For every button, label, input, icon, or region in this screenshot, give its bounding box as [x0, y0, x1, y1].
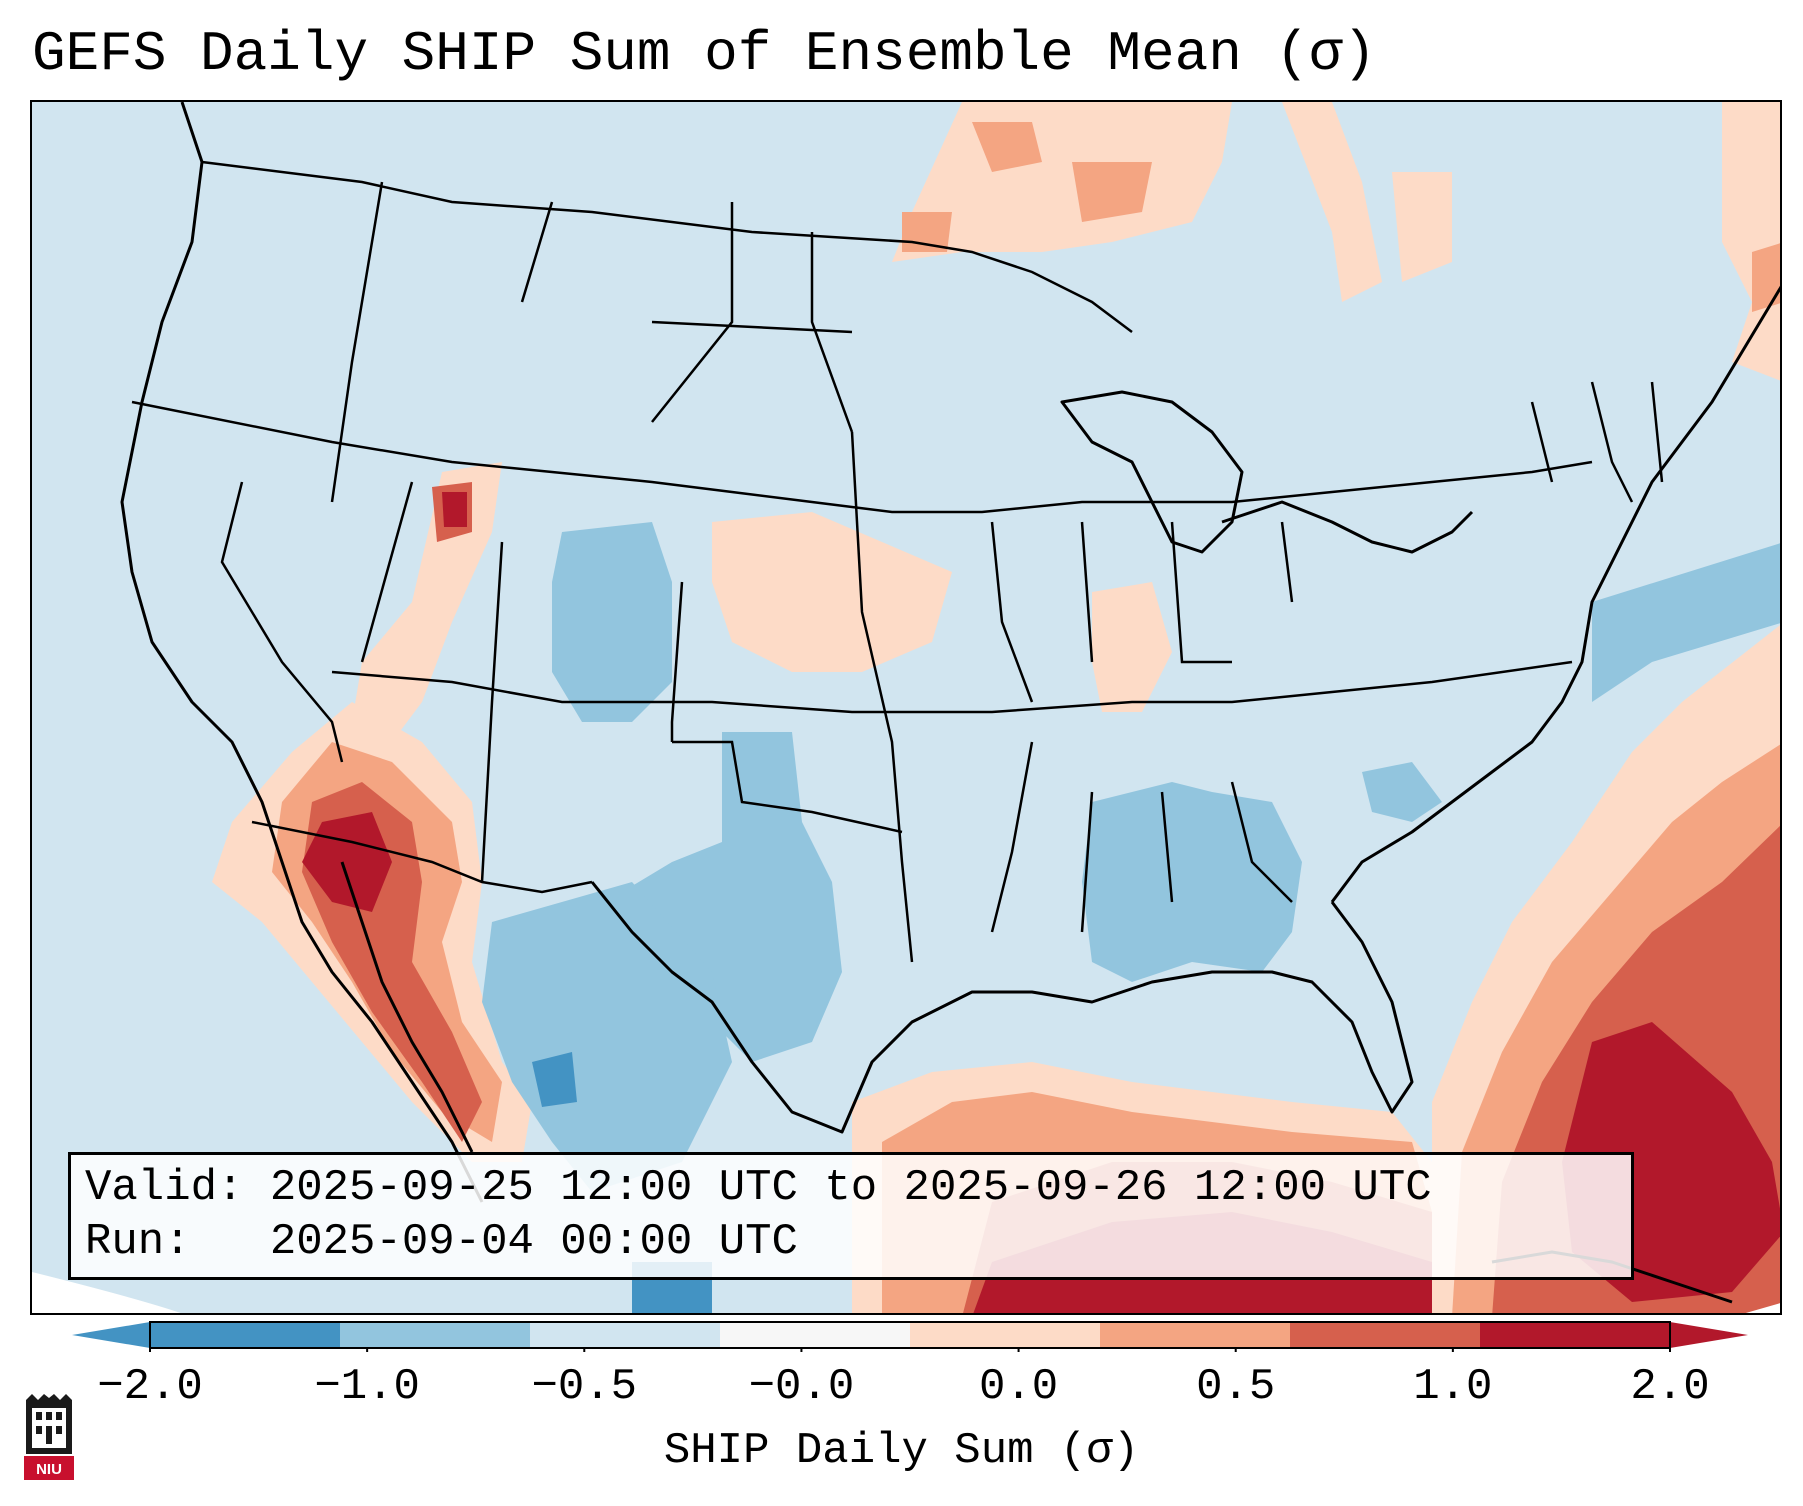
run-value: 2025-09-04 00:00 UTC: [269, 1217, 798, 1267]
border-mt-wy: [330, 181, 384, 503]
colorbar-segment: [150, 1322, 341, 1348]
border-ms-al-ga: [990, 741, 1293, 933]
colorbar-label: SHIP Daily Sum (σ): [663, 1426, 1140, 1476]
border-plains-vertical: [850, 431, 914, 963]
niu-logo: NIU: [24, 1394, 74, 1480]
anomaly-region-illinois-warm: [1092, 582, 1172, 712]
border-northeast: [1530, 381, 1664, 503]
coastlines: [120, 102, 1780, 1304]
colorbar-tick-label: −2.0: [97, 1362, 203, 1412]
colorbar-tick-label: −1.0: [314, 1362, 420, 1412]
colorbar-segment: [1100, 1322, 1291, 1348]
map-svg: [32, 102, 1780, 1313]
coastline-lakes: [1060, 390, 1474, 554]
anomaly-region-carolinas-cool: [1362, 762, 1442, 822]
border-ut-co: [480, 541, 504, 883]
border-us-mexico: [251, 820, 593, 894]
colorbar-over-arrow: [1670, 1322, 1748, 1348]
coastline-baja-gulf: [340, 861, 474, 1153]
valid-run-info-box: Valid: 2025-09-25 12:00 UTC to 2025-09-2…: [68, 1152, 1634, 1280]
map-panel: Valid: 2025-09-25 12:00 UTC to 2025-09-2…: [30, 100, 1782, 1315]
run-label: Run:: [85, 1217, 191, 1267]
anomaly-region-maine: [1752, 243, 1780, 312]
anomaly-region-mexico-cool: [482, 882, 732, 1192]
state-borders: [131, 160, 1664, 963]
border-ca-nv: [220, 481, 344, 763]
border-ohio-valley: [990, 521, 1294, 703]
border-dakotas: [520, 201, 854, 433]
anomaly-region-atlantic-cool: [1592, 543, 1780, 702]
chart-title: GEFS Daily SHIP Sum of Ensemble Mean (σ): [32, 22, 1377, 86]
colorbar-tick-label: 1.0: [1413, 1362, 1493, 1412]
border-west-mid: [331, 660, 1573, 714]
valid-row: Valid: 2025-09-25 12:00 UTC to 2025-09-2…: [85, 1161, 1617, 1215]
valid-label: Valid:: [85, 1163, 244, 1213]
anomaly-region-southeast-cool: [1082, 782, 1302, 982]
colorbar-segment: [1480, 1322, 1671, 1348]
anomaly-region-idaho-hot-core: [442, 492, 467, 527]
colorbar-under-arrow: [72, 1322, 150, 1348]
anomaly-region-mexico-cool-strong: [532, 1052, 712, 1313]
run-row: Run: 2025-09-04 00:00 UTC: [85, 1215, 1617, 1269]
colorbar-tick-label: 0.5: [1196, 1362, 1276, 1412]
colorbar-segment: [910, 1322, 1101, 1348]
colorbar-segment: [1290, 1322, 1481, 1348]
colorbar-tick-label: −0.0: [748, 1362, 855, 1412]
colorbar-segment: [340, 1322, 531, 1348]
coastline-atlantic: [1330, 285, 1780, 903]
border-co-ks: [670, 581, 684, 742]
anomaly-region-canada-east: [1282, 102, 1780, 381]
colorbar: [72, 1321, 1748, 1352]
border-west-north-south: [131, 400, 1593, 514]
coastline-pacific: [120, 102, 484, 1203]
border-ok-tx: [672, 740, 903, 834]
colorbar-tick-label: 2.0: [1630, 1362, 1710, 1412]
anomaly-region-canada-north-strong: [902, 122, 1152, 252]
anomaly-region-rockies-cool: [552, 522, 672, 722]
logo-text: NIU: [36, 1461, 62, 1478]
colorbar-segment: [530, 1322, 721, 1348]
colorbar-tick-label: 0.0: [978, 1362, 1059, 1412]
anomaly-region-canada-north: [892, 102, 1232, 262]
border-us-canada: [201, 160, 1133, 333]
border-nv-ut: [360, 481, 414, 663]
anomaly-region-great-basin: [352, 462, 502, 742]
colorbar-outline: [149, 1321, 1671, 1349]
coastline-gulf: [590, 881, 1414, 1134]
colorbar-tick-label: −0.5: [531, 1362, 638, 1412]
colorbar-segment: [720, 1322, 911, 1348]
valid-value: 2025-09-25 12:00 UTC to 2025-09-26 12:00…: [269, 1163, 1432, 1213]
anomaly-region-plains-warm: [712, 512, 952, 672]
